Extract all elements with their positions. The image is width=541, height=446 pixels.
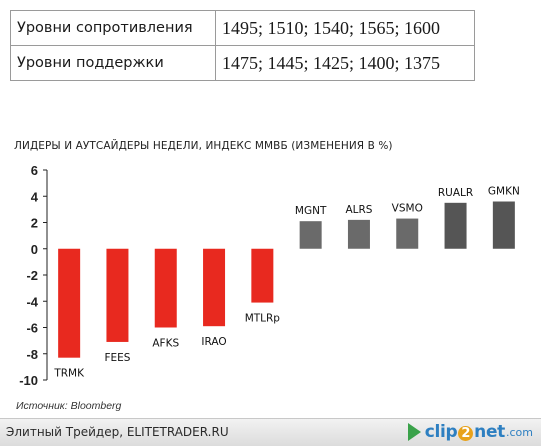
footer-site-text: Элитный Трейдер, ELITETRADER.RU [6, 425, 229, 439]
bar-gmkn [492, 201, 515, 249]
bar-label-afks: AFKS [152, 338, 179, 350]
logo-part-clip: clip [424, 422, 458, 442]
bar-label-mgnt: MGNT [295, 205, 327, 217]
chart-bars [58, 201, 515, 358]
bar-mtlrp [251, 248, 274, 303]
y-tick-label: -4 [26, 294, 38, 309]
y-tick-label: -2 [26, 268, 38, 283]
logo-domain: .com [506, 425, 533, 439]
footer-bar: Элитный Трейдер, ELITETRADER.RU clip 2 net… [0, 418, 541, 446]
bar-fees [106, 248, 129, 342]
bar-irao [203, 248, 226, 327]
y-tick-label: 2 [31, 216, 38, 231]
clip2net-logo[interactable]: clip 2 net .com [407, 420, 533, 444]
y-tick-label: 4 [31, 189, 39, 204]
bar-vsmo [396, 218, 419, 249]
resistance-label: Уровни сопротивления [10, 10, 216, 46]
resistance-row: Уровни сопротивления 1495; 1510; 1540; 1… [10, 10, 475, 46]
bar-label-mtlrp: MTLRp [245, 313, 281, 325]
support-row: Уровни поддержки 1475; 1445; 1425; 1400;… [10, 45, 475, 81]
bar-label-alrs: ALRS [345, 204, 372, 216]
y-tick-label: 6 [31, 163, 38, 178]
levels-table: Уровни сопротивления 1495; 1510; 1540; 1… [10, 10, 475, 81]
bar-alrs [347, 219, 370, 249]
bar-label-irao: IRAO [201, 336, 226, 348]
support-values: 1475; 1445; 1425; 1400; 1375 [215, 45, 475, 81]
y-tick-label: -8 [26, 347, 38, 362]
y-tick-label: -10 [19, 373, 38, 388]
bar-label-vsmo: VSMO [392, 203, 423, 215]
bar-label-trmk: TRMK [53, 368, 85, 380]
bar-afks [154, 248, 177, 328]
bar-chart: 6 4 2 0 -2 -4 -6 -8 -10 TRMK FEES AFKS IRAO MTLRp MGN… [19, 163, 520, 388]
chart-title: ЛИДЕРЫ И АУТСАЙДЕРЫ НЕДЕЛИ, ИНДЕКС ММВБ … [14, 140, 393, 152]
bar-label-gmkn: GMKN [488, 186, 520, 198]
logo-arrow-icon [407, 423, 421, 441]
bar-rualr [444, 202, 467, 249]
logo-wordmark: clip 2 net [424, 422, 506, 442]
chart-bar-labels: TRMK FEES AFKS IRAO MTLRp MGNT ALRS VSMO RUALR GM… [53, 186, 519, 380]
logo-part-2: 2 [458, 426, 474, 441]
y-tick-label: 0 [31, 242, 38, 257]
bar-mgnt [299, 221, 322, 249]
bar-trmk [58, 248, 81, 358]
bar-label-rualr: RUALR [438, 187, 473, 199]
bar-label-fees: FEES [104, 352, 130, 364]
chart-axes: 6 4 2 0 -2 -4 -6 -8 -10 [19, 163, 48, 388]
logo-part-net: net [474, 422, 505, 442]
source-note: Источник: Bloomberg [16, 400, 122, 412]
y-tick-label: -6 [26, 321, 38, 336]
resistance-values: 1495; 1510; 1540; 1565; 1600 [215, 10, 475, 46]
